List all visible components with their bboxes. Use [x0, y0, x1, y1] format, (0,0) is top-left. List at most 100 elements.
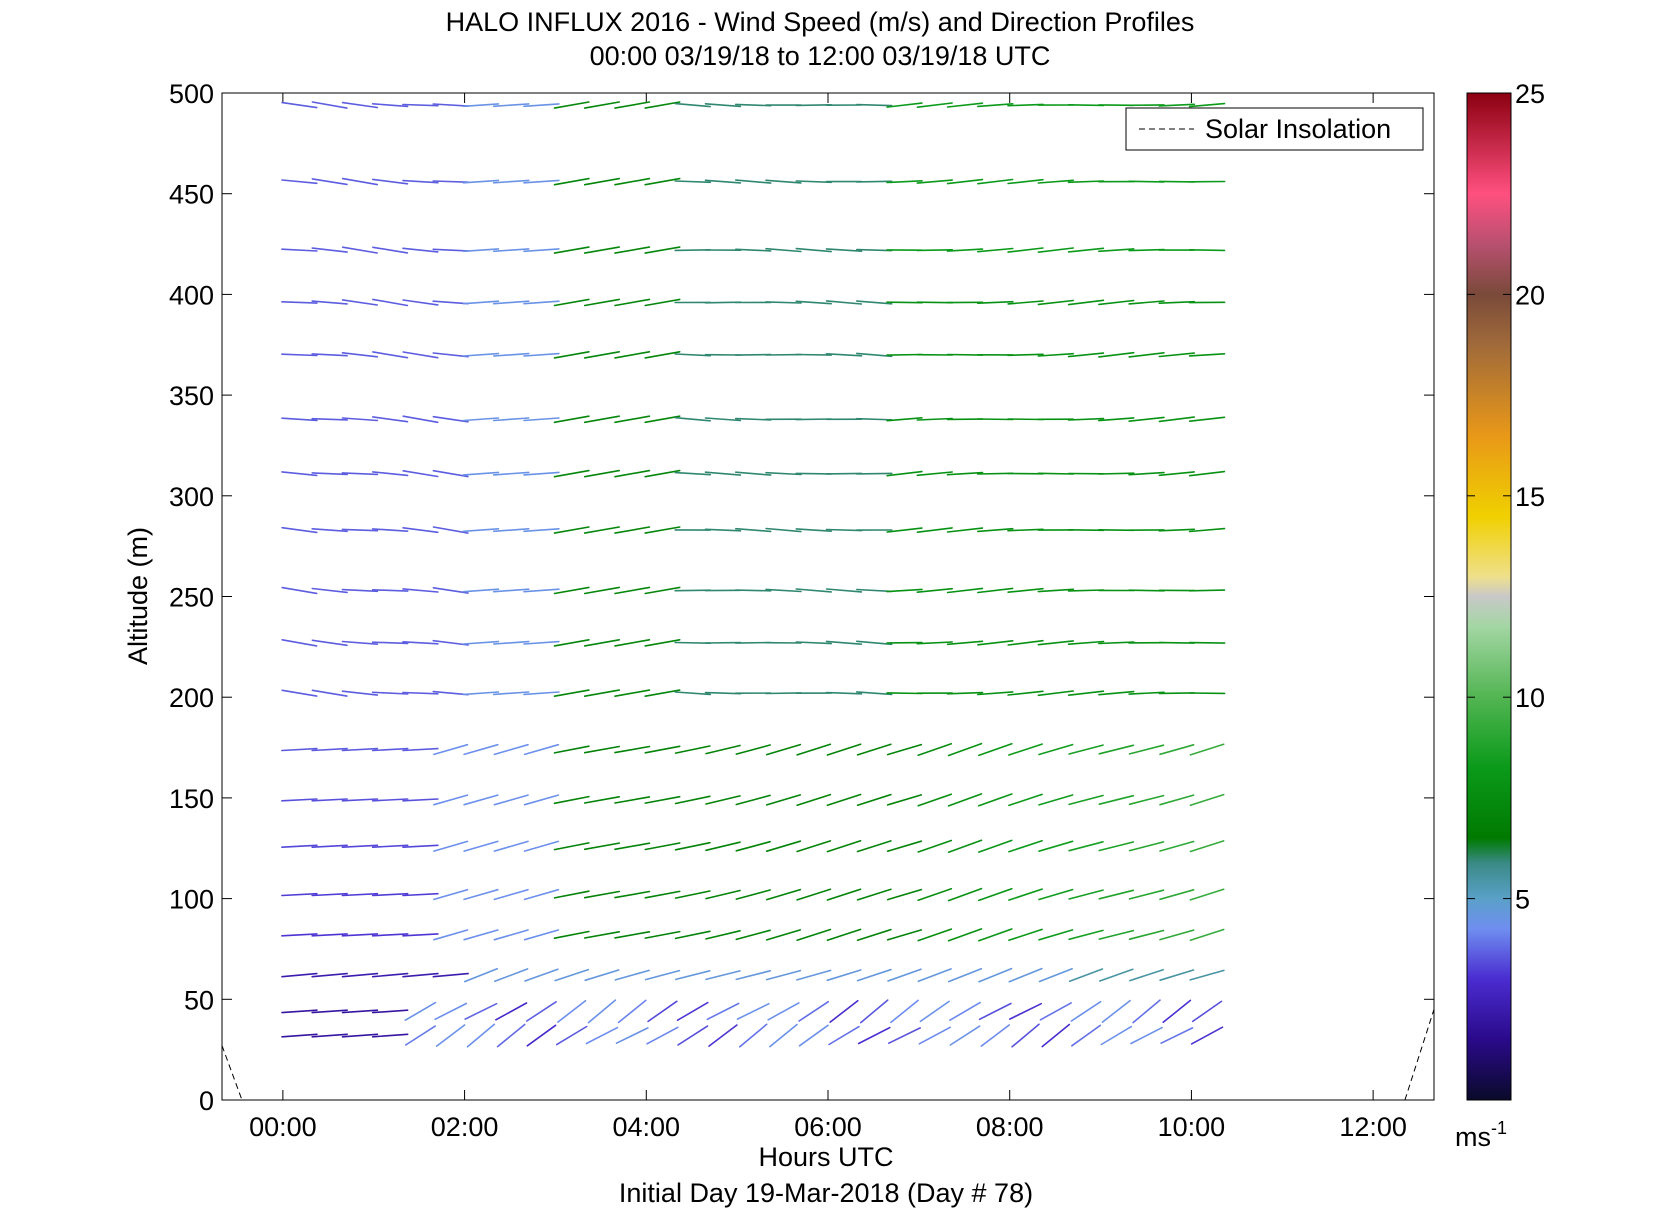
wind-vector: [402, 691, 439, 695]
wind-vector: [917, 968, 952, 983]
wind-vector: [765, 692, 802, 695]
wind-vector: [615, 1027, 649, 1044]
wind-vector: [826, 793, 862, 807]
wind-vector: [946, 587, 984, 594]
wind-vector: [583, 298, 621, 307]
wind-vector: [1037, 299, 1074, 306]
wind-vector: [674, 841, 711, 851]
plot-area: [221, 92, 1435, 1101]
wind-vector: [553, 842, 590, 851]
wind-vector: [462, 471, 500, 476]
x-axis-sublabel: Initial Day 19-Mar-2018 (Day # 78): [619, 1178, 1033, 1208]
wind-vector: [886, 416, 923, 422]
wind-vector: [674, 890, 711, 899]
wind-vector: [734, 471, 772, 476]
wind-vector: [856, 840, 892, 853]
wind-vector: [402, 179, 439, 184]
wind-vector: [916, 527, 953, 534]
wind-vector: [553, 689, 590, 698]
wind-vector: [492, 527, 530, 533]
wind-vector: [1100, 1025, 1133, 1046]
y-tick-label: 500: [169, 79, 214, 109]
wind-vector: [1038, 967, 1073, 983]
wind-vector: [826, 928, 862, 942]
wind-vector: [1068, 929, 1104, 941]
wind-vector: [947, 887, 983, 902]
wind-vector: [464, 1002, 498, 1020]
wind-vector: [1128, 589, 1165, 592]
wind-vector: [795, 472, 833, 475]
wind-vector: [583, 689, 621, 698]
wind-vector: [1008, 1002, 1042, 1020]
wind-vector: [432, 972, 469, 978]
wind-vector: [890, 999, 919, 1024]
wind-vector: [555, 1025, 588, 1046]
wind-vector: [917, 928, 953, 942]
wind-vector: [341, 798, 379, 802]
wind-vector: [402, 103, 439, 107]
wind-vector: [553, 638, 590, 647]
wind-vector: [402, 972, 439, 978]
wind-vector: [492, 471, 530, 476]
wind-vector: [432, 415, 469, 423]
wind-vector: [432, 469, 469, 478]
wind-vector: [765, 301, 802, 304]
wind-vector: [371, 798, 409, 802]
wind-vector: [1037, 179, 1074, 184]
wind-vector: [765, 929, 802, 941]
wind-vector: [674, 930, 711, 940]
y-tick-label: 400: [169, 280, 214, 310]
wind-vector: [495, 1002, 528, 1021]
wind-vector: [977, 742, 1013, 757]
wind-vector: [311, 247, 348, 253]
wind-vector: [798, 1024, 829, 1047]
wind-vector: [554, 968, 590, 982]
wind-vector: [523, 691, 560, 696]
wind-vector: [371, 1033, 409, 1038]
legend: Solar Insolation: [1125, 107, 1424, 151]
wind-vector: [947, 967, 983, 983]
wind-vector: [402, 844, 439, 849]
wind-vector: [341, 472, 379, 476]
wind-vector: [341, 933, 379, 937]
wind-vector: [765, 527, 802, 533]
wind-vector: [617, 999, 647, 1024]
wind-vector: [1007, 639, 1044, 646]
wind-vector: [1037, 588, 1074, 593]
wind-vector: [341, 747, 379, 752]
wind-vector: [765, 247, 802, 253]
wind-vector: [371, 641, 409, 645]
wind-vector: [704, 301, 742, 304]
wind-vector: [887, 968, 922, 982]
wind-vector: [583, 586, 621, 595]
wind-vector: [1007, 300, 1044, 305]
wind-vector: [341, 690, 379, 696]
wind-vector: [795, 300, 833, 305]
wind-vector: [404, 1001, 437, 1022]
wind-vector: [1099, 968, 1134, 982]
y-tick-label: 50: [184, 985, 214, 1015]
wind-vector: [614, 689, 651, 698]
wind-vector: [1070, 1000, 1102, 1022]
wind-vector: [281, 353, 318, 357]
wind-vector: [553, 469, 590, 478]
wind-vector: [614, 350, 651, 359]
wind-vector: [735, 969, 772, 981]
wind-vector: [946, 178, 984, 185]
wind-vector: [1159, 794, 1195, 806]
wind-vector: [1068, 889, 1104, 900]
wind-vector: [674, 353, 712, 357]
wind-vector: [557, 999, 587, 1023]
wind-vector: [1158, 300, 1196, 305]
wind-vector: [1191, 1000, 1223, 1023]
wind-vector: [976, 691, 1014, 696]
y-tick-label: 0: [199, 1086, 214, 1116]
wind-vector: [463, 888, 499, 901]
chart-subtitle: 00:00 03/19/18 to 12:00 03/19/18 UTC: [590, 41, 1051, 71]
wind-vector: [1067, 180, 1105, 184]
wind-vector: [705, 795, 741, 805]
wind-vector: [492, 179, 530, 184]
wind-vector: [886, 353, 923, 356]
wind-vector: [311, 353, 348, 357]
wind-vector: [523, 640, 560, 645]
